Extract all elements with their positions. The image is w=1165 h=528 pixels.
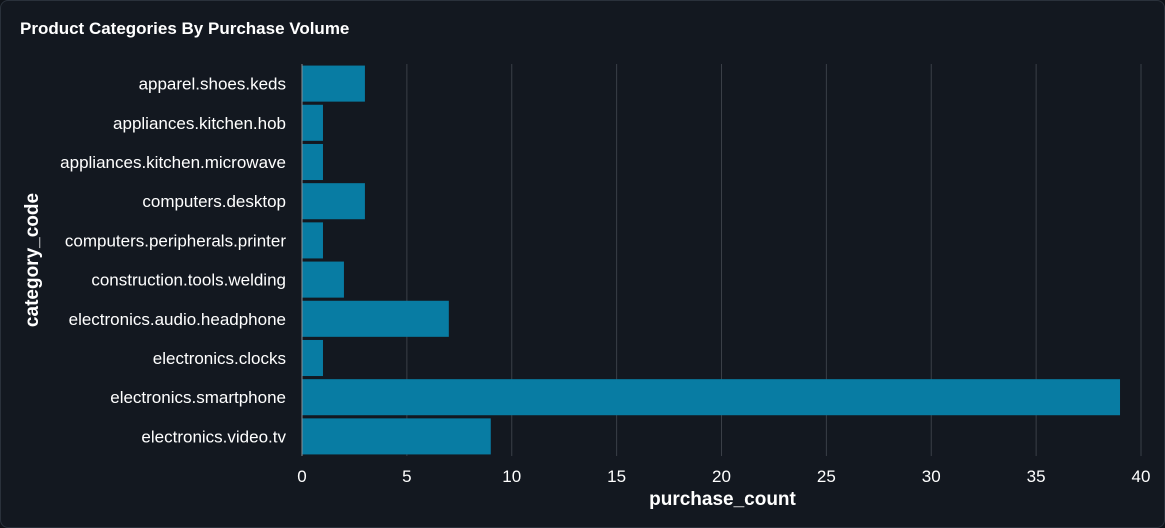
- y-tick-label: computers.peripherals.printer: [65, 231, 286, 250]
- y-tick-label: electronics.smartphone: [110, 388, 286, 407]
- bar-electronics-video-tv[interactable]: [302, 418, 491, 455]
- x-tick-label: 15: [607, 467, 626, 486]
- chart-title: Product Categories By Purchase Volume: [20, 19, 350, 38]
- x-axis-label: purchase_count: [649, 489, 796, 510]
- y-tick-label: electronics.audio.headphone: [69, 310, 286, 329]
- y-axis-label: category_code: [22, 193, 43, 327]
- bar-electronics-audio-headphone[interactable]: [302, 300, 449, 337]
- y-tick-label: appliances.kitchen.hob: [113, 114, 286, 133]
- bar-appliances-kitchen-hob[interactable]: [302, 104, 323, 141]
- x-tick-label: 20: [712, 467, 731, 486]
- bar-apparel-shoes-keds[interactable]: [302, 65, 365, 102]
- x-tick-label: 40: [1132, 467, 1151, 486]
- x-tick-label: 35: [1027, 467, 1046, 486]
- y-tick-label: appliances.kitchen.microwave: [60, 153, 286, 172]
- bar-computers-peripherals-printer[interactable]: [302, 222, 323, 259]
- bar-appliances-kitchen-microwave[interactable]: [302, 143, 323, 181]
- y-tick-label: apparel.shoes.keds: [139, 75, 286, 94]
- y-tick-label: electronics.clocks: [153, 349, 286, 368]
- x-tick-label: 25: [817, 467, 836, 486]
- x-tick-label: 30: [922, 467, 941, 486]
- bar-electronics-clocks[interactable]: [302, 339, 323, 377]
- y-tick-label: computers.desktop: [142, 192, 286, 211]
- bar-construction-tools-welding[interactable]: [302, 261, 344, 298]
- x-tick-label: 5: [402, 467, 411, 486]
- bar-electronics-smartphone[interactable]: [302, 379, 1121, 416]
- bar-computers-desktop[interactable]: [302, 183, 365, 220]
- x-tick-label: 10: [502, 467, 521, 486]
- x-tick-label: 0: [297, 467, 306, 486]
- y-tick-label: construction.tools.welding: [91, 271, 286, 290]
- y-tick-label: electronics.video.tv: [141, 427, 286, 446]
